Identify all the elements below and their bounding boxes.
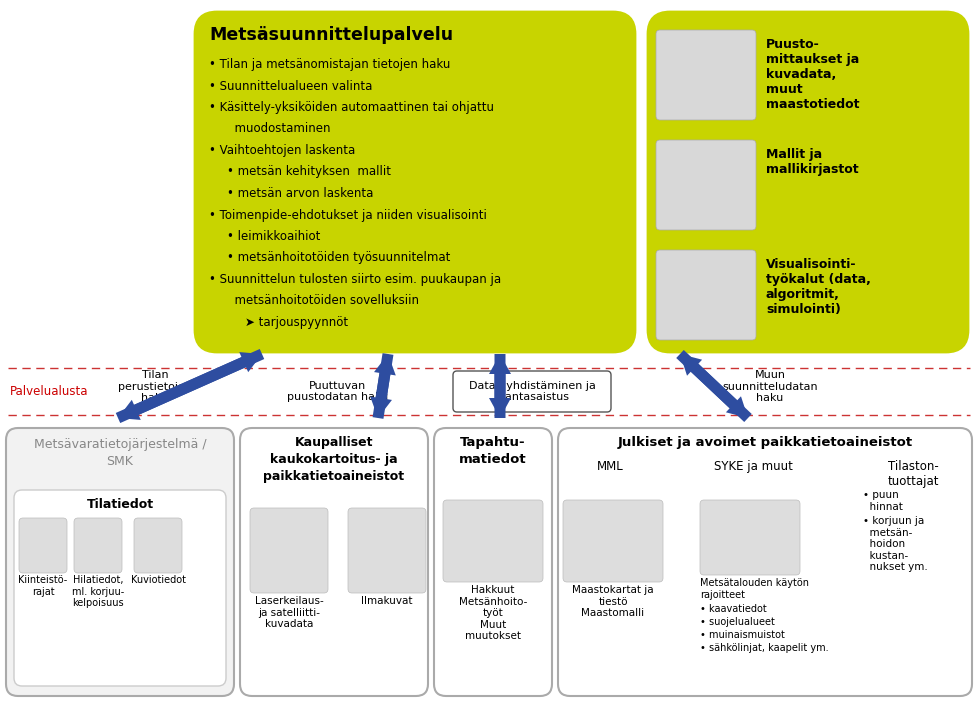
Text: • Tilan ja metsänomistajan tietojen haku: • Tilan ja metsänomistajan tietojen haku (209, 58, 450, 71)
FancyBboxPatch shape (19, 518, 67, 573)
FancyBboxPatch shape (563, 500, 662, 582)
Text: SYKE ja muut: SYKE ja muut (713, 460, 791, 473)
Text: Metsävaratietojärjestelmä /
SMK: Metsävaratietojärjestelmä / SMK (33, 438, 206, 468)
Text: Laserkeilaus-
ja satelliitti-
kuvadata: Laserkeilaus- ja satelliitti- kuvadata (254, 596, 323, 629)
Text: Ilmakuvat: Ilmakuvat (361, 596, 412, 606)
Text: Puuttuvan
puustodatan haku: Puuttuvan puustodatan haku (287, 381, 388, 402)
Text: • metsänhoitotöiden työsuunnitelmat: • metsänhoitotöiden työsuunnitelmat (227, 251, 450, 265)
FancyBboxPatch shape (6, 428, 234, 696)
Text: Kaupalliset
kaukokartoitus- ja
paikkatietoaineistot: Kaupalliset kaukokartoitus- ja paikkatie… (263, 436, 404, 483)
Text: Tapahtu-
matiedot: Tapahtu- matiedot (459, 436, 527, 466)
FancyBboxPatch shape (250, 508, 327, 593)
FancyBboxPatch shape (700, 500, 799, 575)
Text: Puusto-
mittaukset ja
kuvadata,
muut
maastotiedot: Puusto- mittaukset ja kuvadata, muut maa… (765, 38, 859, 111)
Text: Julkiset ja avoimet paikkatietoaineistot: Julkiset ja avoimet paikkatietoaineistot (616, 436, 912, 449)
Polygon shape (118, 349, 264, 420)
Text: Mallit ja
mallikirjastot: Mallit ja mallikirjastot (765, 148, 858, 176)
Text: • muinaismuistot: • muinaismuistot (700, 630, 785, 640)
FancyBboxPatch shape (656, 250, 755, 340)
Text: • metsän kehityksen  mallit: • metsän kehityksen mallit (227, 165, 391, 179)
Polygon shape (679, 354, 751, 422)
Text: • sähkölinjat, kaapelit ym.: • sähkölinjat, kaapelit ym. (700, 643, 828, 653)
Polygon shape (675, 350, 747, 418)
Text: • suojelualueet: • suojelualueet (700, 617, 774, 627)
FancyBboxPatch shape (239, 428, 428, 696)
Polygon shape (115, 352, 262, 423)
Text: Hilatiedot,
ml. korjuu-
kelpoisuus: Hilatiedot, ml. korjuu- kelpoisuus (71, 575, 124, 608)
Polygon shape (372, 354, 396, 419)
FancyBboxPatch shape (558, 428, 971, 696)
Text: Tilaston-
tuottajat: Tilaston- tuottajat (886, 460, 938, 488)
Text: • korjuun ja
  metsän-
  hoidon
  kustan-
  nukset ym.: • korjuun ja metsän- hoidon kustan- nuks… (862, 516, 927, 572)
Polygon shape (488, 354, 510, 418)
Text: Muun
suunnitteludatan
haku: Muun suunnitteludatan haku (721, 370, 817, 403)
Text: • Toimenpide-ehdotukset ja niiden visualisointi: • Toimenpide-ehdotukset ja niiden visual… (209, 208, 487, 222)
Text: Metsäsuunnittelupalvelu: Metsäsuunnittelupalvelu (209, 26, 452, 44)
Text: Metsätalouden käytön
rajoitteet: Metsätalouden käytön rajoitteet (700, 578, 808, 600)
Text: Palvelualusta: Palvelualusta (10, 385, 88, 398)
FancyBboxPatch shape (434, 428, 551, 696)
Text: Datan yhdistäminen ja
ajantasaistus: Datan yhdistäminen ja ajantasaistus (468, 381, 595, 402)
FancyBboxPatch shape (452, 371, 611, 412)
FancyBboxPatch shape (194, 12, 634, 352)
FancyBboxPatch shape (348, 508, 426, 593)
Text: Tilatiedot: Tilatiedot (86, 498, 153, 511)
Text: Kiinteistö-
rajat: Kiinteistö- rajat (19, 575, 67, 596)
Text: • puun
  hinnat: • puun hinnat (862, 490, 902, 512)
Text: Kuviotiedot: Kuviotiedot (130, 575, 186, 585)
Text: • kaavatiedot: • kaavatiedot (700, 604, 766, 614)
Polygon shape (370, 353, 393, 418)
Text: Visualisointi-
työkalut (data,
algoritmit,
simulointi): Visualisointi- työkalut (data, algoritmi… (765, 258, 870, 316)
FancyBboxPatch shape (14, 490, 226, 686)
Text: • Suunnittelualueen valinta: • Suunnittelualueen valinta (209, 80, 372, 92)
Text: Maastokartat ja
tiestö
Maastomalli: Maastokartat ja tiestö Maastomalli (572, 585, 654, 618)
Text: muodostaminen: muodostaminen (227, 122, 330, 135)
Text: • leimikkoaihiot: • leimikkoaihiot (227, 230, 320, 243)
Text: MML: MML (596, 460, 622, 473)
Text: • Vaihtoehtojen laskenta: • Vaihtoehtojen laskenta (209, 144, 355, 157)
Text: Hakkuut
Metsänhoito-
työt
Muut
muutokset: Hakkuut Metsänhoito- työt Muut muutokset (458, 585, 527, 641)
FancyBboxPatch shape (656, 140, 755, 230)
Text: metsänhoitotöiden sovelluksiin: metsänhoitotöiden sovelluksiin (227, 294, 418, 308)
FancyBboxPatch shape (443, 500, 542, 582)
Text: ➤ tarjouspyynnöt: ➤ tarjouspyynnöt (245, 316, 348, 329)
Text: Tilan
perustietojen
haku: Tilan perustietojen haku (118, 370, 191, 403)
Text: • metsän arvon laskenta: • metsän arvon laskenta (227, 187, 373, 200)
FancyBboxPatch shape (74, 518, 122, 573)
Text: • Käsittely-yksiköiden automaattinen tai ohjattu: • Käsittely-yksiköiden automaattinen tai… (209, 101, 493, 114)
Polygon shape (488, 354, 510, 418)
FancyBboxPatch shape (656, 30, 755, 120)
Text: • Suunnittelun tulosten siirto esim. puukaupan ja: • Suunnittelun tulosten siirto esim. puu… (209, 273, 500, 286)
FancyBboxPatch shape (134, 518, 182, 573)
FancyBboxPatch shape (648, 12, 967, 352)
